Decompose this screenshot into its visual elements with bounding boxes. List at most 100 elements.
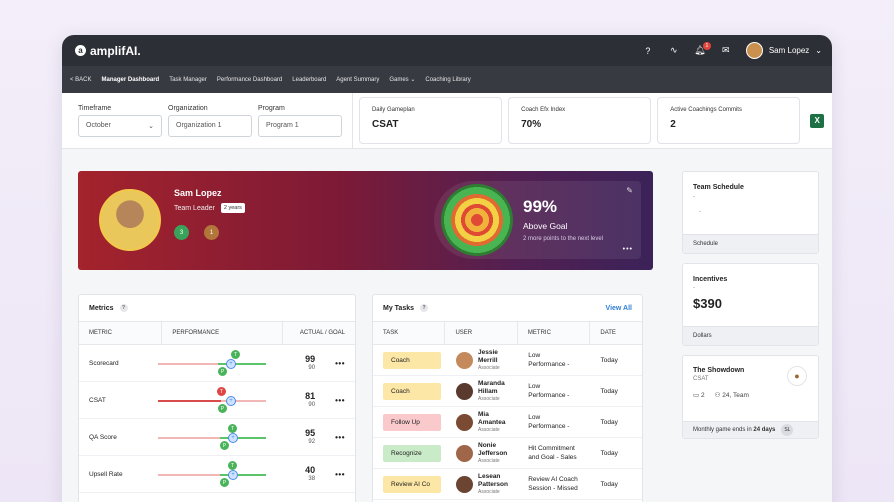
goal-pin-icon: + — [225, 396, 236, 406]
task-date: Today — [600, 387, 618, 395]
members-stat: ⚇ 24, Team — [714, 392, 749, 399]
more-icon[interactable]: ••• — [622, 246, 633, 253]
table-row[interactable]: QA Score T P +95 92 ••• — [79, 419, 355, 456]
nav-item-leaderboard[interactable]: Leaderboard — [292, 76, 327, 83]
user-first-name: Nonie — [478, 442, 497, 450]
table-row[interactable]: Coach Jessie Merrill Associate Low Performanc… — [373, 345, 642, 376]
more-icon[interactable]: ••• — [335, 469, 345, 479]
user-menu[interactable]: Sam Lopez ⌄ — [745, 42, 822, 59]
program-filter: Program Program 1 — [258, 105, 342, 137]
table-row[interactable]: Coach Maranda Hillam Associate Low Performanc… — [373, 376, 642, 407]
program-label: Program — [258, 104, 285, 112]
organization-filter: Organization Organization 1 — [168, 105, 252, 137]
user-role: Associate — [478, 364, 500, 371]
more-icon[interactable]: ••• — [335, 432, 345, 442]
mail-icon[interactable]: ✉ — [722, 45, 730, 55]
table-row[interactable]: Recognize Nonie Jefferson Associate Hit Comm… — [373, 438, 642, 469]
organization-input[interactable]: Organization 1 — [168, 114, 252, 137]
task-button[interactable]: Review AI Co — [383, 475, 441, 493]
award-icon[interactable]: 1 — [204, 225, 219, 240]
showdown-metric: CSAT — [693, 376, 709, 382]
metric-name: Upsell Rate — [89, 470, 123, 478]
pace-marker: P — [219, 441, 229, 450]
user-last-name: Hillam — [478, 388, 498, 395]
target-marker: T — [227, 461, 237, 470]
tasks-table-body: Coach Jessie Merrill Associate Low Performanc… — [373, 345, 642, 500]
help-icon[interactable]: ? — [645, 45, 651, 56]
user-last-name: Merrill — [478, 357, 498, 364]
incentives-card[interactable]: Incentives - $390 Dollars — [682, 263, 819, 346]
goal-pin-icon: + — [225, 359, 236, 369]
team-schedule-card[interactable]: Team Schedule - - Schedule — [682, 171, 819, 254]
nav-item-manager-dashboard[interactable]: Manager Dashboard — [101, 76, 160, 83]
table-row[interactable]: Upsell Rate T P +40 38 ••• — [79, 456, 355, 493]
edit-icon[interactable]: ✎ — [626, 186, 633, 195]
table-row[interactable]: Follow Up Mia Amantea Associate Low Performan… — [373, 407, 642, 438]
role-label: Team Leader — [174, 204, 215, 212]
nav-item-agent-summary[interactable]: Agent Summary — [336, 76, 380, 83]
user-role: Associate — [478, 395, 500, 402]
user-last-name: Patterson — [478, 481, 508, 488]
metric-line: Performance - — [528, 361, 570, 368]
showdown-card[interactable]: The Showdown CSAT ● ▭ 2 ⚇ 24, Team Month… — [682, 355, 819, 439]
pace-marker: P — [217, 404, 227, 413]
program-input[interactable]: Program 1 — [258, 114, 342, 137]
kpi-coach-efx-index[interactable]: Coach Efx Index 70% — [508, 97, 652, 144]
team-schedule-title: Team Schedule — [693, 184, 744, 191]
nav-item-coaching-library[interactable]: Coaching Library — [425, 76, 471, 83]
target-marker: T — [216, 387, 226, 396]
avatar — [456, 413, 473, 431]
pace-marker: P — [217, 367, 227, 376]
metrics-header: Metrics ? — [79, 295, 355, 321]
comments-stat[interactable]: ▭ 2 — [693, 391, 705, 399]
filter-bar: Timeframe October ⌄ Organization Organiza… — [62, 92, 832, 149]
metric-line: Low — [528, 351, 541, 359]
bell-icon[interactable]: 🔔︎ 1 — [694, 41, 711, 57]
metric-line: Hit Commitment — [528, 444, 575, 452]
medal-icon[interactable]: 3 — [174, 225, 189, 240]
task-button[interactable]: Follow Up — [383, 413, 441, 431]
table-row[interactable]: Review AI Co Lesean Patterson Associate Revi… — [373, 469, 642, 500]
table-row[interactable]: Scorecard T P +99 90 ••• — [79, 345, 355, 382]
activity-icon[interactable]: ∿ — [670, 45, 678, 55]
excel-export-icon[interactable]: X — [810, 113, 824, 128]
table-row[interactable]: CSAT T P +81 90 ••• — [79, 382, 355, 419]
goal-panel: 99% Above Goal 2 more points to the next… — [434, 181, 641, 259]
goal-value: 92 — [308, 439, 316, 446]
task-button[interactable]: Coach — [383, 351, 441, 369]
avatar — [456, 444, 473, 462]
help-icon[interactable]: ? — [119, 304, 128, 312]
app-logo[interactable]: a amplifAI. — [75, 44, 141, 58]
metrics-table-header: METRIC PERFORMANCE ACTUAL / GOAL — [79, 321, 355, 345]
kpi-daily-gameplan[interactable]: Daily Gameplan CSAT — [358, 97, 503, 144]
timeframe-select[interactable]: October ⌄ — [78, 114, 162, 137]
actual-value: 40 — [305, 464, 316, 475]
footer-days: 24 days — [753, 427, 776, 433]
task-button[interactable]: Coach — [383, 382, 441, 400]
more-icon[interactable]: ••• — [335, 358, 345, 368]
trophy-icon: ● — [787, 366, 807, 386]
goal-value: 38 — [308, 476, 316, 483]
schedule-line: - — [693, 194, 695, 200]
user-role: Associate — [478, 488, 500, 495]
showdown-stats: ▭ 2 ⚇ 24, Team — [683, 382, 818, 399]
organization-label: Organization — [168, 104, 208, 112]
kpi-active-coachings[interactable]: Active Coachings Commits 2 — [657, 97, 801, 144]
chevron-down-icon: ⌄ — [148, 122, 154, 130]
user-first-name: Mia — [478, 411, 489, 419]
back-link[interactable]: < BACK — [70, 76, 92, 83]
help-icon[interactable]: ? — [420, 304, 428, 312]
more-icon[interactable]: ••• — [335, 395, 345, 405]
actual-value: 99 — [305, 353, 316, 364]
nav-item-performance-dashboard[interactable]: Performance Dashboard — [216, 76, 283, 83]
nav-item-task-manager[interactable]: Task Manager — [169, 76, 207, 83]
slider-fill — [219, 474, 266, 476]
task-button[interactable]: Recognize — [383, 444, 441, 462]
actual-value: 95 — [305, 427, 316, 438]
incentives-dash: - — [693, 285, 695, 291]
metrics-title: Metrics — [89, 304, 114, 312]
view-all-link[interactable]: View All — [605, 304, 632, 312]
tasks-card: My Tasks ? View All TASK USER METRIC DAT… — [372, 294, 643, 502]
nav-item-games[interactable]: Games ⌄ — [389, 76, 415, 83]
column-header: METRIC — [79, 322, 163, 344]
